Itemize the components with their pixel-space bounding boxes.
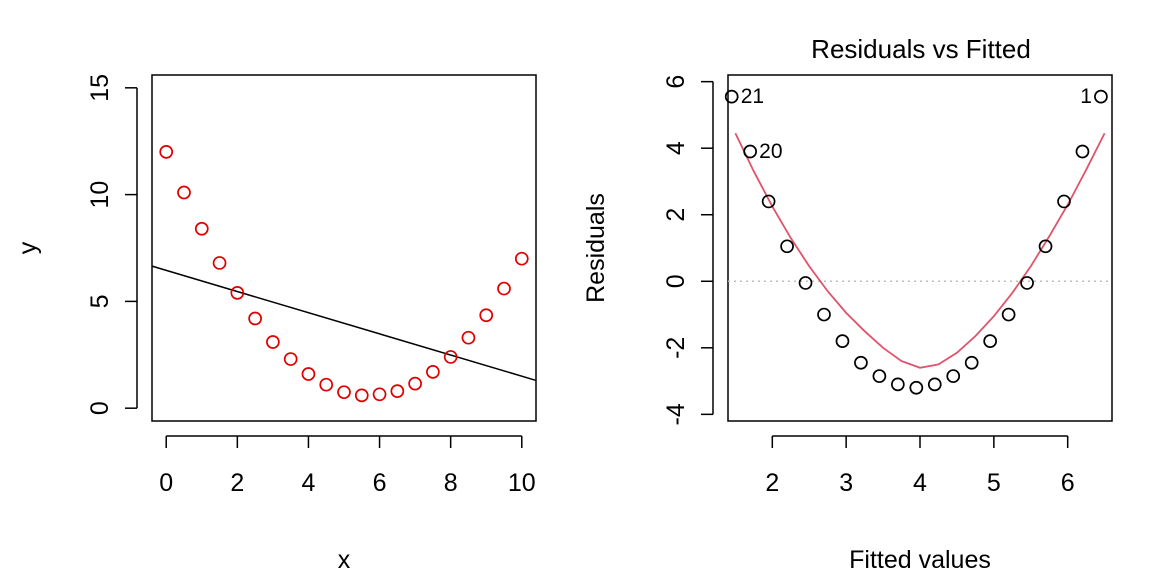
points-right: [724, 89, 1108, 395]
regression-line: [151, 265, 537, 382]
left-y-tick-label: 15: [86, 74, 114, 102]
data-point: [497, 281, 511, 296]
right-x-tick-label: 5: [987, 469, 1001, 497]
residual-point: [1057, 194, 1071, 209]
data-point: [479, 308, 494, 323]
data-point: [372, 387, 387, 402]
data-point: [337, 385, 351, 400]
data-point: [301, 367, 316, 381]
residual-point: [817, 307, 831, 322]
left-x-tick-label: 2: [230, 469, 244, 497]
data-point: [266, 335, 280, 349]
right-x-tick-label: 6: [1061, 469, 1075, 497]
x-axis-label-left: x: [338, 546, 351, 574]
residual-point: [927, 377, 942, 392]
right-y-tick-label: 0: [662, 274, 690, 288]
residual-point: [835, 334, 850, 349]
point-label: 20: [759, 140, 782, 163]
left-x-tick-label: 10: [508, 469, 536, 497]
residual-point: [780, 239, 794, 254]
residual-point: [909, 380, 924, 395]
axes-left: 0 2 4 6 8 10 0 5 10 15: [86, 74, 536, 497]
right-y-tick-label: 4: [662, 141, 690, 155]
data-point: [461, 330, 476, 345]
data-point: [159, 145, 174, 159]
data-point: [248, 311, 262, 326]
residual-point: [798, 276, 813, 290]
plot-frame-left: [151, 74, 537, 422]
left-y-tick-label: 10: [86, 181, 114, 209]
point-annotations: 21 20 1: [741, 85, 1092, 163]
residual-point: [1001, 307, 1016, 322]
left-y-tick-label: 0: [86, 401, 114, 415]
data-point: [514, 251, 529, 266]
data-point: [177, 185, 191, 200]
axes-right: 2 3 4 5 6 -4 -2 0 2 4 6: [662, 75, 1075, 497]
point-label: 21: [741, 85, 764, 108]
residual-point: [1038, 239, 1053, 254]
residual-point: [1094, 89, 1108, 104]
right-y-tick-label: -4: [662, 403, 690, 425]
residual-point: [761, 194, 776, 209]
data-point: [408, 376, 422, 391]
residual-point: [872, 369, 887, 383]
y-axis-label-left: y: [14, 241, 42, 254]
residual-point: [964, 355, 979, 370]
right-y-tick-label: 6: [662, 75, 690, 89]
x-axis-label-right: Fitted values: [849, 546, 991, 574]
residual-point: [946, 369, 961, 383]
data-point: [426, 365, 440, 379]
data-point: [390, 384, 405, 398]
left-x-tick-label: 8: [444, 469, 458, 497]
data-point: [283, 352, 298, 366]
left-x-tick-label: 0: [159, 469, 173, 497]
right-y-tick-label: 2: [662, 208, 690, 222]
residual-point: [1020, 276, 1034, 290]
data-point: [443, 350, 458, 364]
smooth-curve: [734, 132, 1106, 369]
left-x-tick-label: 4: [301, 469, 315, 497]
residual-point: [1075, 144, 1090, 159]
right-x-tick-label: 4: [913, 469, 927, 497]
points-left: [159, 145, 529, 403]
data-point: [354, 388, 369, 403]
panel-left: 0 2 4 6 8 10 0 5 10 15 x y: [14, 74, 537, 574]
residual-point: [743, 144, 758, 159]
data-point: [194, 221, 209, 236]
data-point: [319, 377, 334, 392]
right-y-tick-label: -2: [662, 337, 690, 359]
residual-point: [724, 89, 739, 104]
y-axis-label-right: Residuals: [582, 193, 610, 303]
residual-point: [983, 334, 998, 349]
left-y-tick-label: 5: [86, 294, 114, 308]
point-label: 1: [1080, 85, 1092, 108]
plot-frame-right: [727, 74, 1113, 422]
data-point: [230, 286, 245, 300]
left-x-tick-label: 6: [373, 469, 387, 497]
right-x-tick-label: 2: [765, 469, 779, 497]
chart-title-right: Residuals vs Fitted: [811, 34, 1031, 64]
right-x-tick-label: 3: [839, 469, 853, 497]
data-point: [212, 256, 227, 270]
residual-point: [890, 377, 905, 392]
residual-point: [854, 355, 868, 370]
